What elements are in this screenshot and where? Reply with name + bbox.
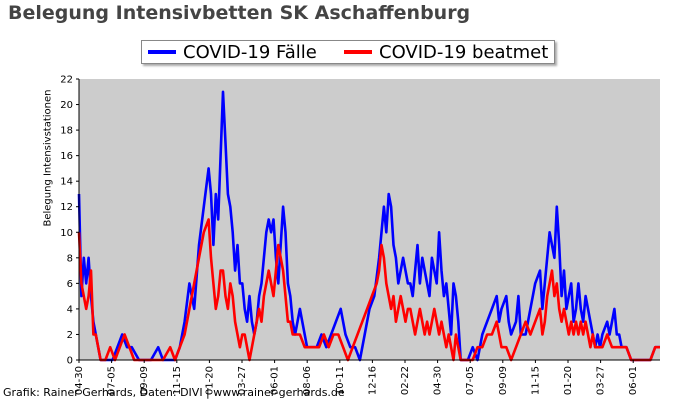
- x-tick-label: 03-27: [596, 366, 607, 395]
- x-tick-label: 07-05: [465, 366, 476, 395]
- y-tick-label: 14: [60, 177, 73, 188]
- series-line-faelle: [77, 90, 660, 362]
- y-tick-label: 12: [60, 202, 73, 213]
- legend-swatch-faelle: [148, 50, 176, 54]
- legend-item-faelle: COVID-19 Fälle: [148, 41, 317, 63]
- y-tick-label: 6: [67, 279, 73, 290]
- legend-label-faelle: COVID-19 Fälle: [183, 41, 317, 63]
- x-tick-label: 11-15: [530, 366, 541, 395]
- y-tick-label: 16: [60, 151, 73, 162]
- x-tick-label: 11-15: [172, 366, 183, 395]
- x-tick-label: 08-06: [302, 366, 313, 395]
- legend-label-beatmet: COVID-19 beatmet: [379, 41, 549, 63]
- series-line-beatmet: [77, 218, 660, 362]
- x-tick-label: 07-05: [107, 366, 118, 395]
- x-tick-label: 12-16: [367, 366, 378, 395]
- legend-item-beatmet: COVID-19 beatmet: [344, 41, 548, 63]
- y-tick-label: 8: [67, 253, 73, 264]
- y-tick-label: 22: [60, 75, 73, 86]
- x-tick-label: 02-22: [400, 366, 411, 395]
- x-tick-label: 06-01: [628, 366, 639, 395]
- x-tick-label: 01-20: [563, 366, 574, 395]
- credit-text: Grafik: Rainer Gerhards, Daten: DIVI | w…: [3, 386, 345, 399]
- y-tick-label: 18: [60, 126, 73, 137]
- y-tick-label: 2: [67, 330, 73, 341]
- x-tick-label: 06-01: [270, 366, 281, 395]
- y-tick-label: 0: [67, 356, 73, 367]
- x-tick-label: 09-09: [139, 366, 150, 395]
- chart-title: Belegung Intensivbetten SK Aschaffenburg: [8, 2, 471, 24]
- x-tick-label: 10-11: [335, 366, 346, 395]
- x-tick-label: 01-20: [204, 366, 215, 395]
- y-tick-label: 20: [60, 100, 73, 111]
- legend-swatch-beatmet: [344, 50, 372, 54]
- y-tick-label: 10: [60, 228, 73, 239]
- y-tick-label: 4: [67, 304, 73, 315]
- x-tick-label: 04-30: [74, 366, 85, 395]
- x-tick-label: 09-09: [498, 366, 509, 395]
- legend: COVID-19 Fälle COVID-19 beatmet: [141, 40, 555, 64]
- x-tick-label: 03-27: [237, 366, 248, 395]
- x-tick-label: 04-30: [433, 366, 444, 395]
